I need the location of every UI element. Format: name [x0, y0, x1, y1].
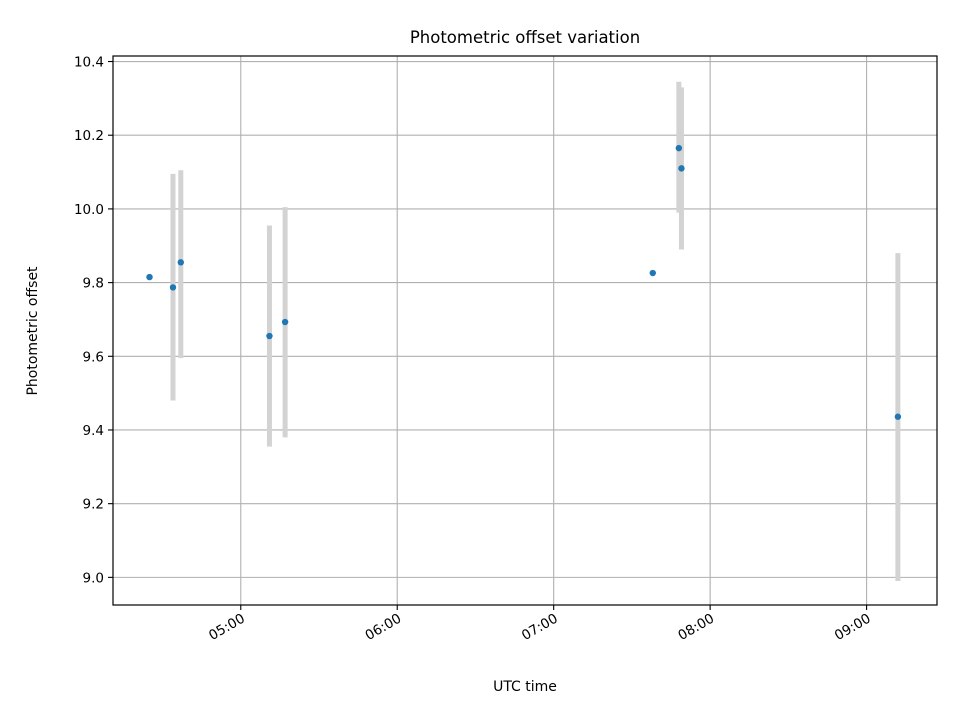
data-point: [649, 269, 656, 277]
x-tick-label: 09:00: [832, 611, 874, 644]
data-point: [675, 144, 683, 152]
y-tick-label: 9.8: [83, 276, 104, 292]
y-tick-label: 9.2: [83, 497, 104, 513]
y-tick-label: 10.4: [74, 55, 104, 71]
data-point: [169, 284, 177, 291]
data-point: [894, 413, 902, 420]
x-axis-label: UTC time: [493, 679, 557, 695]
data-points: [146, 144, 902, 420]
error-bars: [170, 81, 901, 582]
y-tick-label: 9.0: [83, 570, 104, 586]
x-tick-label: 07:00: [519, 611, 561, 644]
y-tick-label: 10.0: [74, 202, 104, 218]
data-point: [146, 273, 153, 281]
grid-lines: [113, 56, 937, 605]
y-tick-label: 9.6: [83, 349, 104, 365]
data-point: [177, 259, 184, 266]
x-tick-label: 08:00: [675, 611, 717, 644]
x-tick-label: 05:00: [206, 611, 248, 644]
y-axis-label: Photometric offset: [25, 266, 41, 396]
x-tick-label: 06:00: [363, 611, 405, 644]
plot-area-frame: [112, 55, 938, 606]
chart-title: Photometric offset variation: [410, 28, 640, 47]
y-tick-label: 9.4: [83, 423, 104, 439]
data-point: [266, 332, 273, 340]
data-point: [678, 165, 685, 172]
data-point: [281, 318, 289, 326]
y-tick-label: 10.2: [74, 128, 104, 144]
axis-ticks: 05:00 06:00 07:00 08:00 09:00 9.0 9.2 9.4 9.6 9.8…: [74, 55, 874, 644]
